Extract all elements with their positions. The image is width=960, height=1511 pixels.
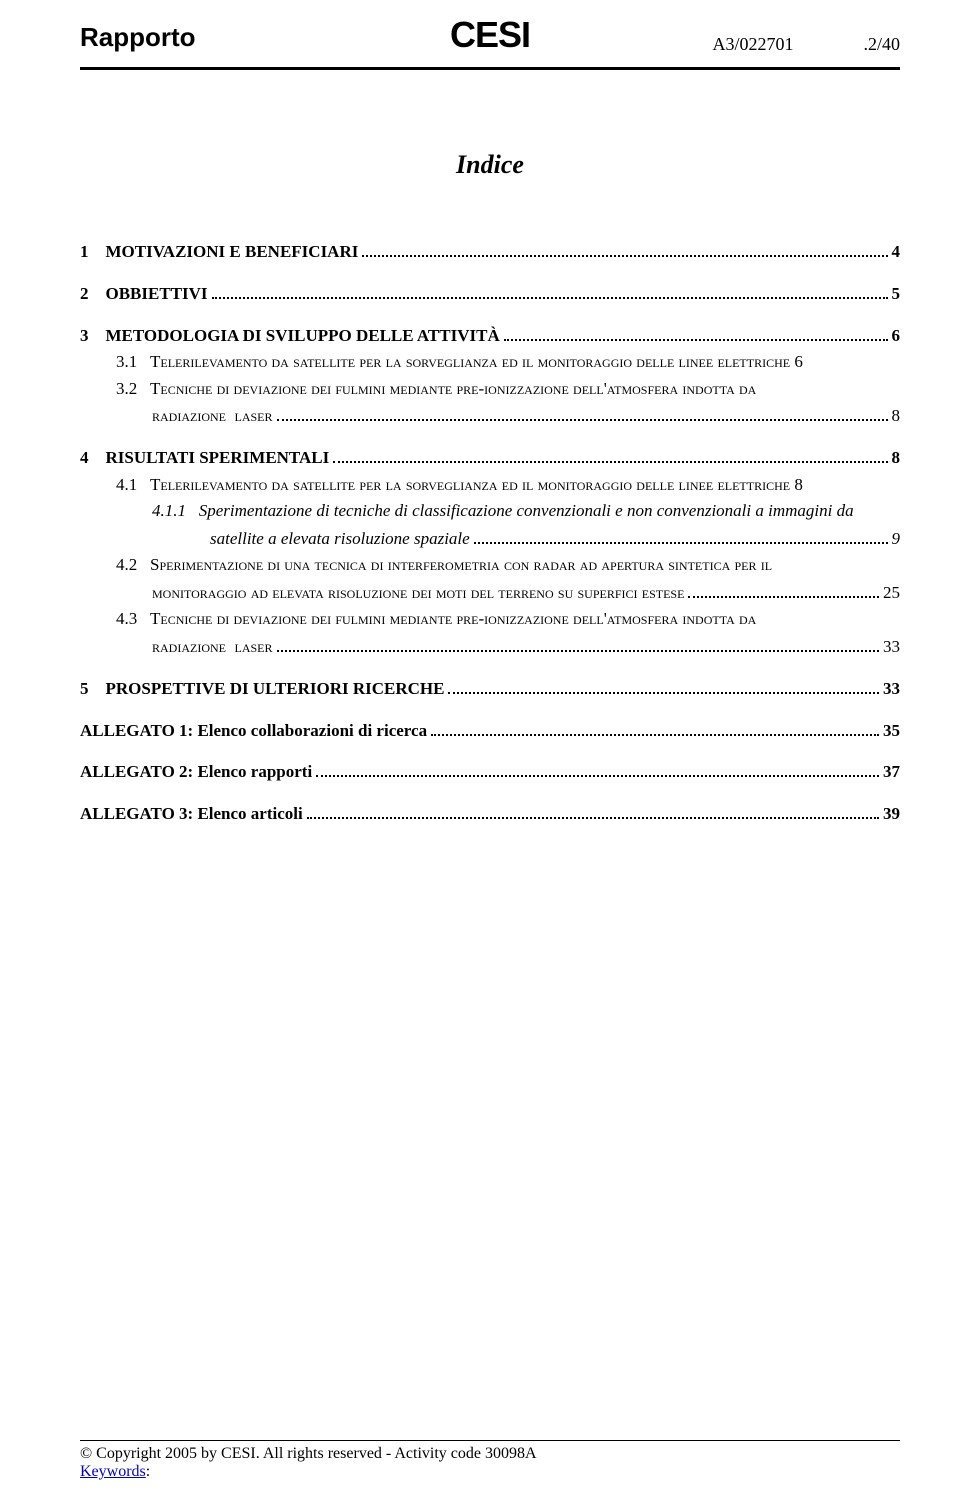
toc-entry: 2 OBBIETTIVI 5 (80, 282, 900, 306)
toc-page: 6 (892, 325, 901, 347)
toc-leader (448, 677, 879, 694)
toc-leader (212, 282, 888, 299)
toc-leader (316, 760, 879, 777)
toc-leader (307, 802, 879, 819)
toc-number: 1 (80, 241, 106, 263)
toc-leader (333, 446, 887, 463)
toc-label: radiazione laser (152, 405, 273, 427)
toc-label: Tecniche di deviazione dei fulmini media… (150, 378, 756, 400)
toc-label: Tecniche di deviazione dei fulmini media… (150, 608, 756, 630)
toc-number: 4.1.1 (152, 500, 199, 522)
toc-number: 3.2 (116, 378, 150, 400)
toc-label: Sperimentazione di tecniche di classific… (199, 500, 854, 522)
toc-number: 4.1 (116, 474, 150, 496)
copyright-text: © Copyright 2005 by CESI. All rights res… (80, 1445, 900, 1463)
toc-page: 35 (883, 720, 900, 742)
toc-label: METODOLOGIA DI SVILUPPO DELLE ATTIVITÀ (106, 325, 500, 347)
page-footer: © Copyright 2005 by CESI. All rights res… (80, 1440, 900, 1481)
toc-label: RISULTATI SPERIMENTALI (106, 447, 330, 469)
keywords-label: Keywords (80, 1463, 146, 1480)
toc-page: 37 (883, 761, 900, 783)
toc-leader (504, 323, 888, 340)
toc-leader (277, 404, 888, 421)
toc-entry-cont: satellite a elevata risoluzione spaziale… (210, 526, 900, 550)
toc-page: 25 (883, 582, 900, 604)
toc-number: 4.3 (116, 608, 150, 630)
page-header: Rapporto CESI A3/022701 .2/40 (80, 20, 900, 70)
toc-page: 33 (883, 678, 900, 700)
toc-entry: 3 METODOLOGIA DI SVILUPPO DELLE ATTIVITÀ… (80, 323, 900, 347)
footer-rule (80, 1440, 900, 1441)
toc-entry: 4.1.1 Sperimentazione di tecniche di cla… (152, 500, 900, 522)
toc-entry-cont: radiazione laser 8 (152, 404, 900, 428)
toc-entry: 4.3 Tecniche di deviazione dei fulmini m… (116, 608, 900, 630)
doc-reference: A3/022701 (712, 34, 793, 55)
keywords-separator: : (146, 1463, 150, 1480)
toc-label: Telerilevamento da satellite per la sorv… (150, 474, 790, 496)
toc-page: 39 (883, 803, 900, 825)
toc-leader (362, 240, 887, 257)
header-meta: A3/022701 .2/40 (712, 20, 900, 55)
document-page: Rapporto CESI A3/022701 .2/40 Indice 1 M… (0, 0, 960, 1511)
toc-entry: 3.1 Telerilevamento da satellite per la … (116, 351, 900, 373)
toc-label: Sperimentazione di una tecnica di interf… (150, 554, 772, 576)
toc-page: 33 (883, 636, 900, 658)
toc-page: 4 (892, 241, 901, 263)
toc-entry: ALLEGATO 1: Elenco collaborazioni di ric… (80, 718, 900, 742)
toc-label: ALLEGATO 3: Elenco articoli (80, 803, 303, 825)
toc-entry: ALLEGATO 2: Elenco rapporti 37 (80, 760, 900, 784)
toc-leader (431, 718, 879, 735)
toc-label: ALLEGATO 2: Elenco rapporti (80, 761, 312, 783)
report-label: Rapporto (80, 20, 196, 53)
toc-entry: 5 PROSPETTIVE DI ULTERIORI RICERCHE 33 (80, 677, 900, 701)
toc-entry: 4 RISULTATI SPERIMENTALI 8 (80, 446, 900, 470)
toc-label: ALLEGATO 1: Elenco collaborazioni di ric… (80, 720, 427, 742)
toc-title: Indice (80, 150, 900, 180)
toc-number: 4 (80, 447, 106, 469)
toc-page: 8 (892, 447, 901, 469)
toc-page: 8 (790, 474, 803, 496)
toc-page: 5 (892, 283, 901, 305)
table-of-contents: 1 MOTIVAZIONI E BENEFICIARI 4 2 OBBIETTI… (80, 240, 900, 825)
toc-label: radiazione laser (152, 636, 273, 658)
toc-label: Telerilevamento da satellite per la sorv… (150, 351, 790, 373)
toc-number: 3 (80, 325, 106, 347)
toc-entry: 3.2 Tecniche di deviazione dei fulmini m… (116, 378, 900, 400)
toc-leader (688, 581, 879, 598)
toc-number: 3.1 (116, 351, 150, 373)
toc-leader (474, 526, 888, 543)
toc-label: satellite a elevata risoluzione spaziale (210, 528, 470, 550)
toc-label: monitoraggio ad elevata risoluzione dei … (152, 582, 684, 604)
toc-entry-cont: monitoraggio ad elevata risoluzione dei … (152, 581, 900, 605)
company-logo-text: CESI (450, 14, 530, 56)
keywords-line: Keywords: (80, 1463, 900, 1481)
toc-entry-cont: radiazione laser 33 (152, 635, 900, 659)
toc-entry: 1 MOTIVAZIONI E BENEFICIARI 4 (80, 240, 900, 264)
toc-number: 2 (80, 283, 106, 305)
toc-page: 8 (892, 405, 901, 427)
toc-label: PROSPETTIVE DI ULTERIORI RICERCHE (106, 678, 445, 700)
toc-number: 5 (80, 678, 106, 700)
toc-label: OBBIETTIVI (106, 283, 208, 305)
toc-leader (277, 635, 880, 652)
toc-entry: ALLEGATO 3: Elenco articoli 39 (80, 802, 900, 826)
toc-entry: 4.2 Sperimentazione di una tecnica di in… (116, 554, 900, 576)
toc-entry: 4.1 Telerilevamento da satellite per la … (116, 474, 900, 496)
toc-page: 6 (790, 351, 803, 373)
toc-number: 4.2 (116, 554, 150, 576)
toc-page: 9 (892, 528, 901, 550)
page-reference: .2/40 (863, 34, 900, 55)
toc-label: MOTIVAZIONI E BENEFICIARI (106, 241, 359, 263)
